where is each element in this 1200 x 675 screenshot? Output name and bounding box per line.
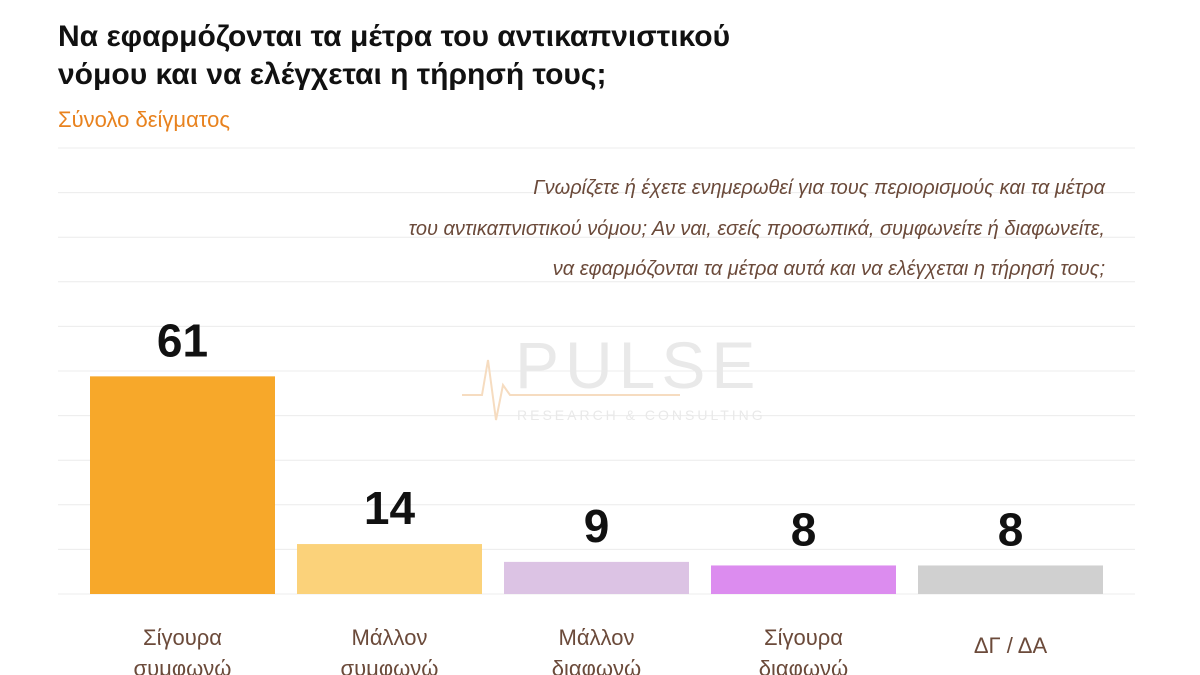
x-tick-label: διαφωνώ bbox=[552, 656, 641, 675]
x-tick-label: διαφωνώ bbox=[759, 656, 848, 675]
x-tick-label: συμφωνώ bbox=[134, 656, 232, 675]
value-label: 8 bbox=[791, 503, 817, 555]
bar bbox=[918, 565, 1103, 594]
chart-title: νόμου και να ελέγχεται η τήρησή τους; bbox=[58, 58, 606, 91]
question-note: Γνωρίζετε ή έχετε ενημερωθεί για τους πε… bbox=[533, 177, 1105, 199]
bar bbox=[297, 544, 482, 594]
watermark-brand: PULSE bbox=[515, 328, 761, 402]
x-tick-label: συμφωνώ bbox=[341, 656, 439, 675]
watermark-tagline: RESEARCH & CONSULTING bbox=[517, 407, 766, 423]
watermark-line bbox=[462, 359, 680, 421]
value-label: 14 bbox=[364, 482, 416, 534]
question-note: να εφαρμόζονται τα μέτρα αυτά και να ελέ… bbox=[553, 258, 1105, 280]
bar bbox=[90, 376, 275, 594]
chart-title: Να εφαρμόζονται τα μέτρα του αντικαπνιστ… bbox=[58, 20, 730, 53]
value-label: 9 bbox=[584, 500, 610, 552]
bar bbox=[504, 561, 689, 594]
bar bbox=[711, 565, 896, 594]
value-label: 8 bbox=[998, 503, 1024, 555]
x-tick-label: ΔΓ / ΔΑ bbox=[974, 633, 1048, 658]
question-note: του αντικαπνιστικού νόμου; Αν ναι, εσείς… bbox=[409, 218, 1105, 240]
chart-subtitle: Σύνολο δείγματος bbox=[58, 107, 230, 132]
x-tick-label: Σίγουρα bbox=[143, 625, 222, 650]
x-tick-label: Μάλλον bbox=[559, 625, 635, 650]
x-tick-label: Μάλλον bbox=[352, 625, 428, 650]
x-tick-label: Σίγουρα bbox=[764, 625, 843, 650]
value-label: 61 bbox=[157, 314, 208, 366]
